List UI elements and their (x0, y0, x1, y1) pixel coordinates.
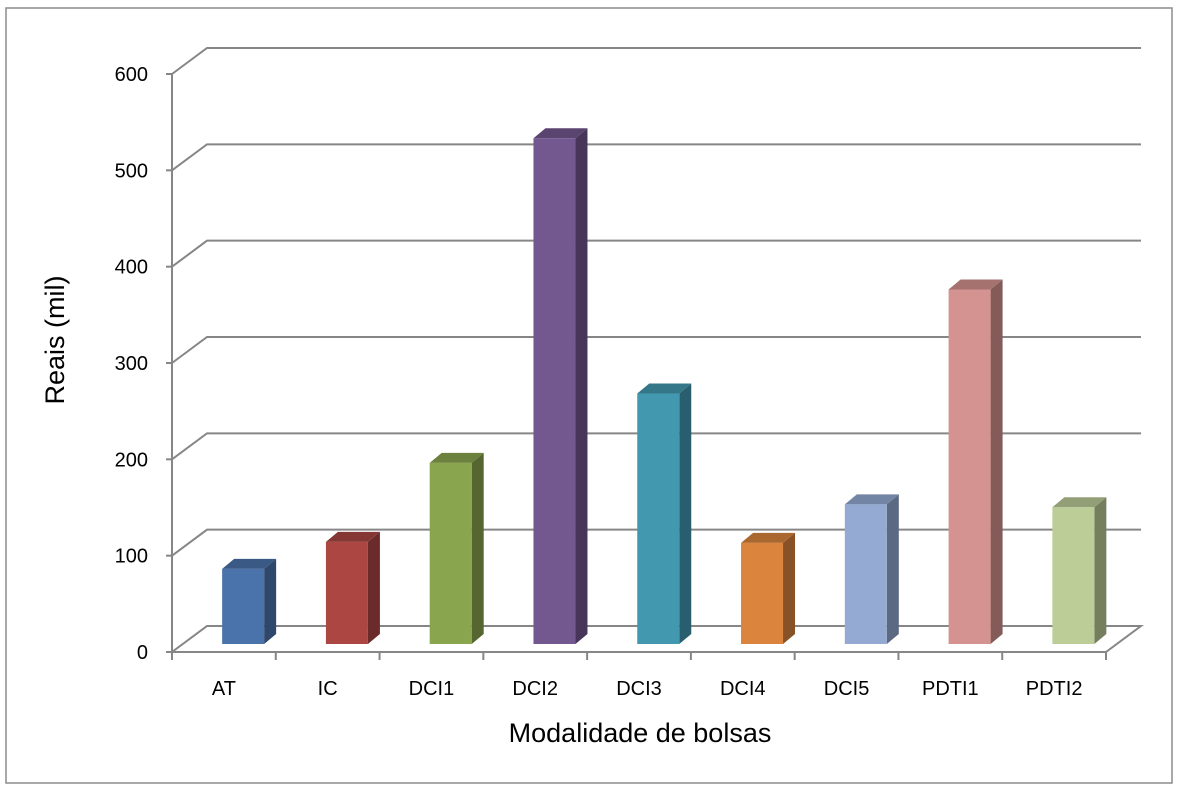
x-tick-label: PDTI2 (1026, 678, 1083, 700)
x-tick-label: DCI5 (824, 678, 870, 700)
gridline (171, 528, 1141, 557)
bar-side (679, 383, 692, 644)
y-tick-label: 100 (115, 546, 148, 568)
bar-top (741, 532, 796, 543)
bar-side (575, 128, 588, 644)
bar-front (222, 568, 265, 644)
bar-DCI1 (429, 452, 484, 644)
bar-top (948, 279, 1003, 290)
y-axis-title: Reais (mil) (40, 275, 70, 404)
bar-IC (325, 531, 380, 644)
bar-top (325, 531, 380, 542)
bar-side (367, 531, 380, 644)
y-tick-label: 600 (115, 64, 148, 86)
x-tick-label: DCI4 (720, 678, 766, 700)
tick-labels: 0 100 200 300 400 500 600 AT IC DCI1 DCI2 DCI3 DCI4 D… (115, 64, 1083, 700)
bar-front (429, 462, 472, 644)
gridlines (171, 47, 1145, 653)
bar-top (1052, 497, 1107, 508)
gridline (171, 143, 1141, 172)
bar-front (948, 289, 991, 644)
bar-DCI5 (844, 494, 899, 644)
bar-top (429, 452, 484, 463)
bar-front (844, 504, 887, 644)
x-tick-label: PDTI1 (922, 678, 979, 700)
gridline (171, 47, 1141, 75)
y-tick-label: 400 (115, 257, 148, 279)
bar-front (637, 393, 680, 644)
x-tick-label: AT (212, 678, 236, 700)
gridline (171, 239, 1141, 268)
x-axis-title: Modalidade de bolsas (509, 718, 772, 748)
bar-side (886, 494, 899, 644)
gridline (171, 336, 1141, 364)
bar-DCI2 (533, 128, 588, 644)
y-tick-label: 0 (137, 642, 148, 664)
bar-top (222, 558, 277, 569)
bar-top (637, 383, 692, 394)
chart-border (5, 7, 1173, 784)
x-tick-label: DCI2 (512, 678, 558, 700)
bar-side (471, 452, 484, 644)
bar-side (264, 558, 277, 644)
bar-front (325, 541, 368, 644)
bar-AT (222, 558, 277, 644)
x-tick-label: DCI1 (409, 678, 455, 700)
bar-side (1094, 497, 1107, 644)
bar-top (844, 494, 899, 505)
bar-side (783, 532, 796, 644)
bar-front (533, 138, 576, 644)
y-tick-label: 300 (115, 353, 148, 375)
x-tick-label: IC (318, 678, 338, 700)
bars (222, 128, 1107, 644)
axes (166, 73, 1107, 660)
bar-front (1052, 507, 1095, 644)
bar-DCI4 (741, 532, 796, 644)
y-tick-label: 200 (115, 449, 148, 471)
y-tick-label: 500 (115, 160, 148, 182)
bar-PDTI1 (948, 279, 1003, 644)
bar-PDTI2 (1052, 497, 1107, 644)
gridline (171, 432, 1141, 461)
bar-top (533, 128, 588, 139)
bar-side (990, 279, 1003, 644)
bar-DCI3 (637, 383, 692, 644)
x-tick-label: DCI3 (616, 678, 662, 700)
bar-front (741, 542, 784, 644)
